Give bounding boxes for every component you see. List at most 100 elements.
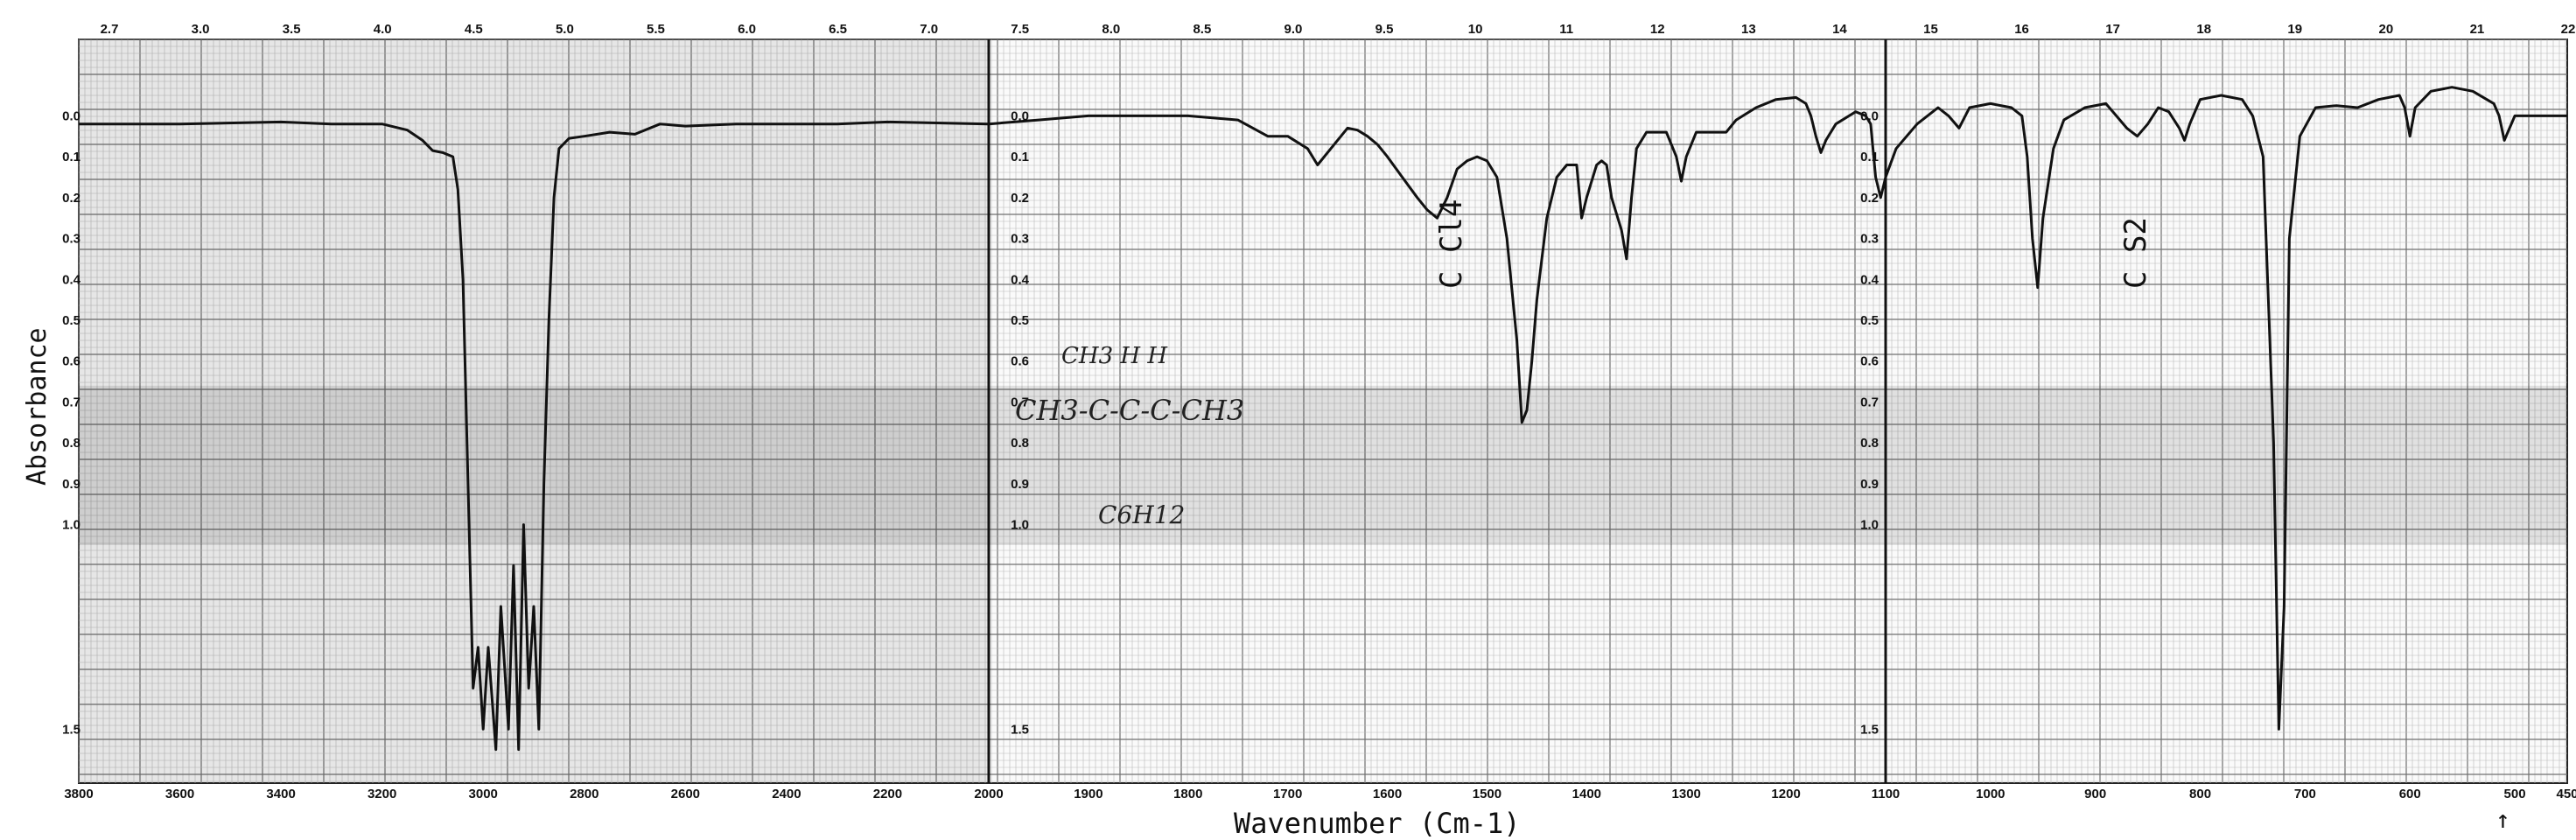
y-axis-label: Absorbance [22, 327, 52, 486]
top-wavelength-tick: 9.0 [1284, 22, 1303, 37]
top-wavelength-tick: 4.0 [374, 22, 392, 37]
top-wavelength-tick: 6.5 [829, 22, 847, 37]
top-wavelength-tick: 16 [2014, 22, 2029, 37]
top-wavelength-tick: 5.0 [556, 22, 574, 37]
arrow-annotation: ↑ [2496, 805, 2510, 834]
y-tick-label: 0.8 [1860, 436, 1879, 451]
top-wavelength-tick: 19 [2287, 22, 2302, 37]
y-tick-label: 0.2 [1011, 191, 1029, 206]
y-tick-label: 1.0 [62, 518, 80, 533]
top-wavelength-tick: 20 [2379, 22, 2394, 37]
y-tick-label: 0.9 [1860, 477, 1879, 492]
y-tick-label: 0.4 [1860, 272, 1880, 287]
y-tick-label: 1.0 [1860, 518, 1879, 533]
plot-frame [78, 38, 2568, 784]
y-tick-label: 1.5 [1860, 722, 1879, 737]
y-tick-label: 0.1 [62, 150, 80, 164]
y-tick-label: 0.8 [1011, 436, 1029, 451]
x-tick-label: 1200 [1771, 787, 1800, 802]
annotation-layer: C Cl4 C S2 CH3 H H CH3-C-C-C-CH3 C6H12 ↑ [1015, 200, 2510, 834]
y-tick-label: 0.4 [1011, 272, 1030, 287]
top-wavelength-tick: 5.5 [647, 22, 665, 37]
x-tick-label: 1900 [1074, 787, 1102, 802]
y-tick-label: 1.5 [62, 722, 80, 737]
top-wavelength-tick: 7.5 [1011, 22, 1029, 37]
x-tick-label: 2000 [974, 787, 1003, 802]
y-tick-label: 0.5 [1860, 313, 1879, 328]
x-tick-label: 2800 [570, 787, 598, 802]
top-wavelength-tick: 4.5 [465, 22, 483, 37]
x-tick-label: 2400 [772, 787, 801, 802]
y-tick-label: 0.9 [62, 477, 80, 492]
x-tick-label: 3800 [64, 787, 93, 802]
solvent-cs2-label: C S2 [2118, 217, 2153, 289]
x-tick-label: 1700 [1273, 787, 1302, 802]
y-tick-label: 0.2 [1860, 191, 1879, 206]
x-tick-label: 3000 [469, 787, 498, 802]
top-wavelength-tick: 7.0 [920, 22, 938, 37]
absorbance-trace [79, 86, 2567, 752]
top-wavelength-tick: 13 [1741, 22, 1756, 37]
x-tick-label: 800 [2189, 787, 2211, 802]
y-tick-label: 0.3 [1011, 232, 1029, 247]
x-axis-label: Wavenumber (Cm-1) [1234, 807, 1521, 840]
top-wavelength-tick: 12 [1650, 22, 1665, 37]
formula-main-annotation: CH3-C-C-C-CH3 [1015, 394, 1244, 427]
formula-sum-annotation: C6H12 [1098, 500, 1185, 529]
top-wavelength-tick: 8.5 [1193, 22, 1211, 37]
y-tick-label: 0.3 [1860, 232, 1879, 247]
y-tick-label: 1.0 [1011, 518, 1029, 533]
y-tick-label: 0.3 [62, 232, 80, 247]
x-tick-label: 700 [2294, 787, 2316, 802]
x-tick-label: 1000 [1976, 787, 2005, 802]
x-tick-label: 500 [2504, 787, 2526, 802]
formula-top-annotation: CH3 H H [1061, 343, 1168, 369]
y-tick-label: 0.7 [62, 395, 80, 410]
y-tick-label: 0.2 [62, 191, 80, 206]
x-tick-label: 450 [2556, 787, 2576, 802]
y-tick-label: 0.9 [1011, 477, 1029, 492]
x-tick-label: 1400 [1572, 787, 1601, 802]
y-tick-label: 0.5 [62, 313, 80, 328]
x-tick-label: 1600 [1373, 787, 1402, 802]
x-tick-label: 600 [2399, 787, 2421, 802]
top-wavelength-tick: 18 [2196, 22, 2211, 37]
top-wavelength-tick: 21 [2470, 22, 2485, 37]
y-tick-label: 0.6 [1011, 354, 1029, 369]
x-tick-label: 900 [2084, 787, 2106, 802]
x-tick-label: 2600 [671, 787, 700, 802]
top-wavelength-tick: 14 [1832, 22, 1847, 37]
y-tick-label: 0.8 [62, 436, 80, 451]
trace-layer [79, 86, 2567, 752]
y-tick-label: 0.4 [62, 272, 81, 287]
x-tick-label: 1500 [1473, 787, 1502, 802]
top-wavelength-tick: 2.7 [101, 22, 119, 37]
y-tick-label: 0.6 [62, 354, 80, 369]
top-wavelength-tick: 8.0 [1102, 22, 1120, 37]
top-wavelength-tick: 15 [1923, 22, 1938, 37]
x-tick-label: 3600 [165, 787, 194, 802]
grid-layer [78, 38, 2568, 784]
y-tick-label: 0.7 [1011, 395, 1029, 410]
x-tick-label: 3400 [266, 787, 295, 802]
solvent-ccl4-label: C Cl4 [1434, 200, 1469, 289]
x-tick-label: 3200 [368, 787, 396, 802]
y-tick-label: 0.7 [1860, 395, 1879, 410]
x-tick-label: 2200 [873, 787, 902, 802]
x-tick-label: 1100 [1872, 787, 1900, 802]
tick-layer: 3800 3600 3400 3200 3000 2800 2600 2400 2200 2000… [62, 22, 2576, 802]
y-tick-label: 0.6 [1860, 354, 1879, 369]
shade-left-panel [79, 39, 989, 783]
top-wavelength-tick: 22 [2561, 22, 2576, 37]
x-tick-label: 1300 [1672, 787, 1701, 802]
y-tick-label: 0.0 [62, 108, 80, 123]
y-tick-label: 0.1 [1011, 150, 1029, 164]
y-tick-label: 0.5 [1011, 313, 1029, 328]
top-wavelength-tick: 6.0 [738, 22, 756, 37]
top-wavelength-tick: 3.0 [192, 22, 210, 37]
x-tick-label: 1800 [1173, 787, 1202, 802]
top-wavelength-tick: 17 [2105, 22, 2120, 37]
y-tick-label: 1.5 [1011, 722, 1029, 737]
top-wavelength-tick: 10 [1468, 22, 1483, 37]
